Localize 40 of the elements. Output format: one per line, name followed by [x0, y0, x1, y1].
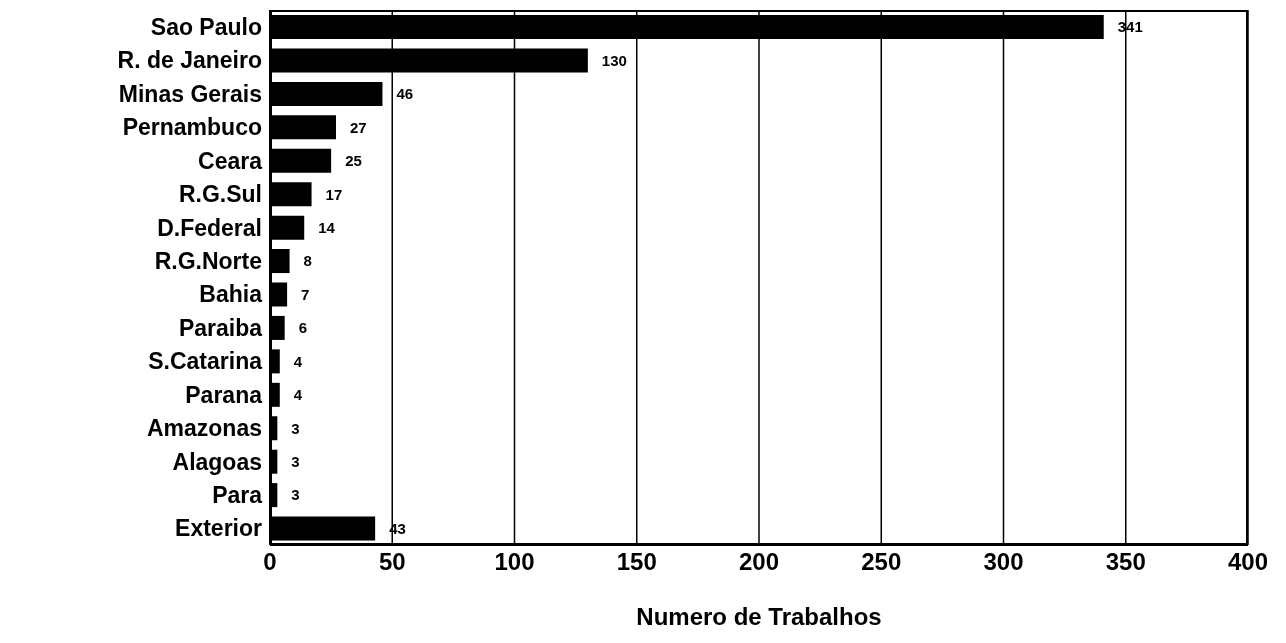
data-label: 46 [396, 85, 414, 103]
y-tick-label: Amazonas [146, 415, 262, 442]
data-label: 4 [293, 386, 303, 404]
y-tick-label: Sao Paulo [150, 13, 262, 40]
data-label: 3 [291, 453, 300, 471]
y-tick-label: Alagoas [172, 448, 262, 475]
y-tick-label: Pernambuco [122, 114, 262, 141]
y-tick-label: Para [212, 482, 263, 509]
y-tick-label: Paraiba [178, 314, 263, 341]
y-tick-label: Exterior [175, 515, 263, 542]
x-tick-label: 400 [1227, 548, 1269, 576]
data-label: 8 [303, 252, 312, 270]
x-tick-label: 50 [378, 548, 406, 576]
y-tick-label: R. de Janeiro [117, 47, 262, 74]
y-tick-label: R.G.Norte [154, 247, 262, 274]
y-tick-label: R.G.Sul [178, 181, 262, 208]
x-tick-label: 350 [1105, 548, 1146, 576]
data-label: 3 [291, 419, 300, 437]
y-tick-label: Bahia [199, 281, 263, 308]
x-tick-label: 150 [616, 548, 657, 576]
data-label: 7 [301, 285, 310, 303]
y-tick-label: Parana [185, 381, 263, 408]
x-axis-title: Numero de Trabalhos [636, 603, 882, 630]
x-tick-label: 250 [861, 548, 902, 576]
data-label: 27 [350, 118, 367, 136]
data-label: 14 [318, 218, 336, 236]
data-label: 25 [345, 152, 362, 170]
x-tick-label: 200 [738, 548, 780, 576]
y-tick-label: Minas Gerais [118, 80, 262, 107]
y-tick-label: S.Catarina [148, 348, 263, 375]
y-tick-label: D.Federal [157, 214, 262, 241]
data-label: 6 [298, 319, 308, 337]
x-tick-label: 0 [263, 548, 277, 576]
data-label: 3 [291, 486, 300, 504]
data-label: 130 [601, 51, 627, 69]
x-tick-label: 100 [494, 548, 535, 576]
x-tick-label: 300 [983, 548, 1024, 576]
y-tick-label: Ceara [198, 147, 263, 174]
data-label: 17 [325, 185, 343, 203]
data-label: 4 [293, 352, 303, 370]
